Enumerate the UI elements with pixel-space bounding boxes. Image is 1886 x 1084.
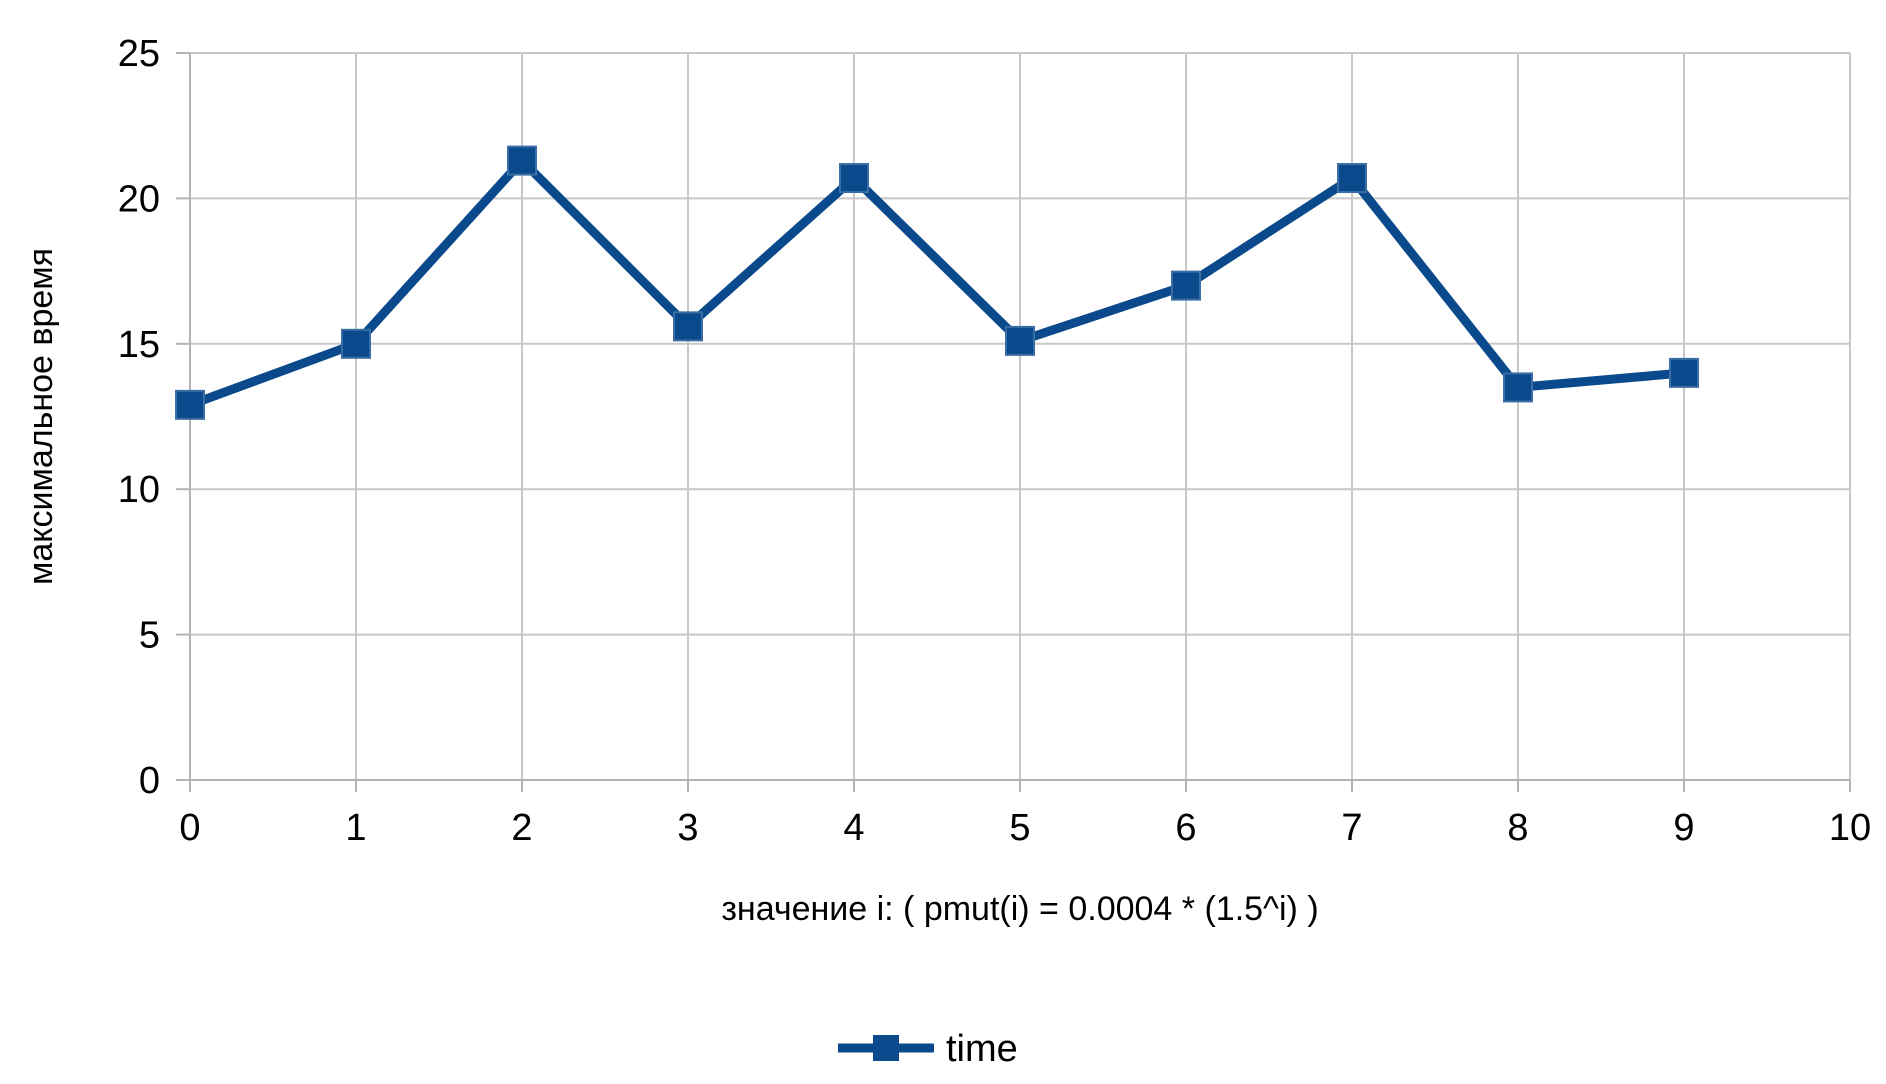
x-tick-label: 5: [1009, 807, 1030, 849]
y-tick-label: 25: [118, 33, 160, 75]
legend-marker-swatch: [873, 1035, 899, 1061]
y-tick-label: 5: [139, 615, 160, 657]
data-point: [839, 163, 869, 194]
data-point: [1337, 163, 1367, 194]
legend-label: time: [946, 1028, 1018, 1070]
x-tick-label: 0: [179, 807, 200, 849]
series-layer: [175, 145, 1699, 420]
y-tick-label: 0: [139, 760, 160, 802]
data-point: [507, 145, 537, 176]
data-point: [1171, 270, 1201, 301]
data-point: [1503, 372, 1533, 403]
series-line-time: [188, 154, 1685, 410]
y-tick-label: 10: [118, 469, 160, 511]
x-tick-label: 2: [511, 807, 532, 849]
x-tick-label: 4: [843, 807, 864, 849]
grid-lines: [189, 52, 1851, 781]
y-axis-title: максимальное время: [22, 248, 60, 585]
data-point: [673, 311, 703, 342]
data-point: [175, 389, 205, 420]
data-point: [1669, 357, 1699, 388]
x-axis-title: значение i: ( pmut(i) = 0.0004 * (1.5^i)…: [721, 890, 1318, 928]
x-tick-label: 8: [1507, 807, 1528, 849]
y-tick-label: 15: [118, 324, 160, 366]
x-tick-label: 3: [677, 807, 698, 849]
x-tick-label: 10: [1829, 807, 1871, 849]
axes: [176, 52, 1851, 792]
x-tick-label: 9: [1673, 807, 1694, 849]
tick-labels: 0 1 2 3 4 5 6 7 8 9 10 0 5 10 15 20 25: [118, 33, 1871, 849]
legend: time: [838, 1028, 1018, 1070]
x-tick-label: 6: [1175, 807, 1196, 849]
x-tick-label: 7: [1341, 807, 1362, 849]
x-tick-label: 1: [345, 807, 366, 849]
y-tick-label: 20: [118, 178, 160, 220]
data-point: [341, 328, 371, 359]
data-point: [1005, 325, 1035, 356]
